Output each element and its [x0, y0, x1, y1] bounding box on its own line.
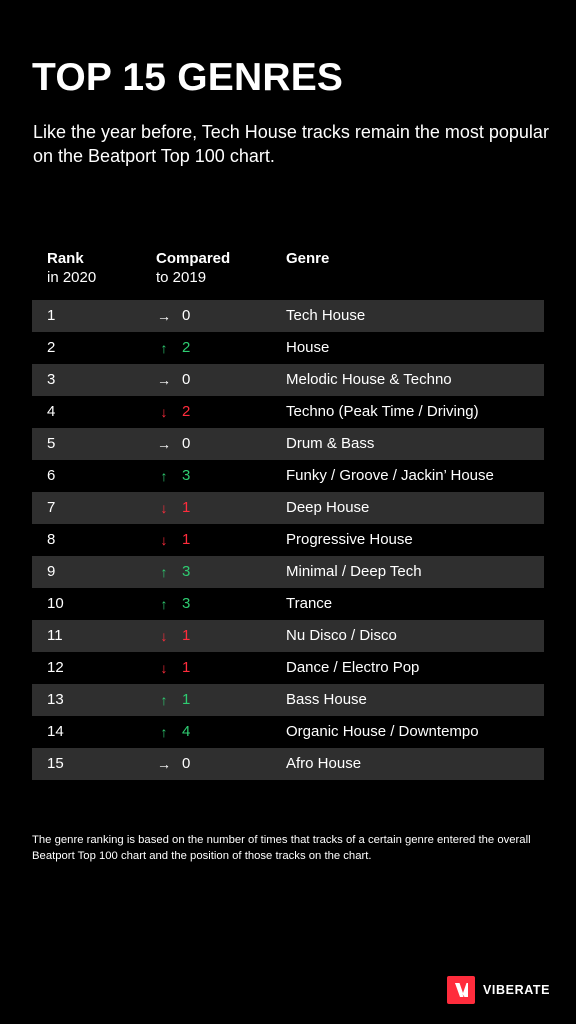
genre-cell: Melodic House & Techno	[286, 371, 452, 388]
arrow-up-icon: ↑	[160, 468, 168, 484]
arrow-down-icon: ↓	[160, 404, 168, 420]
rank-cell: 9	[47, 563, 56, 580]
genre-cell: Progressive House	[286, 531, 413, 548]
change-cell: 1	[182, 531, 191, 548]
arrow-up-icon: ↑	[160, 340, 168, 356]
change-cell: 4	[182, 723, 191, 740]
change-cell: 1	[182, 499, 191, 516]
column-header-compared-line2: to 2019	[156, 269, 207, 286]
rank-cell: 1	[47, 307, 56, 324]
table-row: 14 ↑ 4 Organic House / Downtempo	[32, 716, 544, 748]
change-cell: 0	[182, 371, 191, 388]
rank-cell: 11	[47, 627, 63, 644]
arrow-down-icon: ↓	[160, 500, 168, 516]
table-row: 3 → 0 Melodic House & Techno	[32, 364, 544, 396]
table-row: 13 ↑ 1 Bass House	[32, 684, 544, 716]
rank-cell: 6	[47, 467, 56, 484]
arrow-down-icon: ↓	[160, 660, 168, 676]
genre-cell: Nu Disco / Disco	[286, 627, 397, 644]
rank-cell: 10	[47, 595, 64, 612]
page-title: TOP 15 GENRES	[32, 56, 344, 99]
rank-cell: 15	[47, 755, 64, 772]
table-row: 12 ↓ 1 Dance / Electro Pop	[32, 652, 544, 684]
genre-cell: Dance / Electro Pop	[286, 659, 420, 676]
genre-cell: Minimal / Deep Tech	[286, 563, 422, 580]
column-header-rank-line2: in 2020	[47, 269, 97, 286]
rank-cell: 2	[47, 339, 56, 356]
arrow-up-icon: ↑	[160, 564, 168, 580]
arrow-right-icon: →	[157, 756, 171, 772]
rank-cell: 14	[47, 723, 64, 740]
change-cell: 0	[182, 307, 191, 324]
genre-cell: Funky / Groove / Jackin’ House	[286, 467, 494, 484]
rank-cell: 13	[47, 691, 64, 708]
viberate-logo-mark-icon	[447, 976, 475, 1004]
table-row: 2 ↑ 2 House	[32, 332, 544, 364]
genre-cell: Drum & Bass	[286, 435, 375, 452]
change-cell: 0	[182, 435, 191, 452]
genre-table: 1 → 0 Tech House 2 ↑ 2 House 3 → 0 Melodic House & …	[32, 300, 544, 780]
change-cell: 3	[182, 467, 191, 484]
table-row: 9 ↑ 3 Minimal / Deep Tech	[32, 556, 544, 588]
genre-cell: Afro House	[286, 755, 362, 772]
arrow-down-icon: ↓	[160, 628, 168, 644]
column-header-compared-line1: Compared	[156, 250, 231, 267]
table-row: 1 → 0 Tech House	[32, 300, 544, 332]
rank-cell: 8	[47, 531, 56, 548]
genre-cell: Organic House / Downtempo	[286, 723, 479, 740]
rank-cell: 12	[47, 659, 64, 676]
rank-cell: 5	[47, 435, 56, 452]
rank-cell: 7	[47, 499, 56, 516]
viberate-wordmark: VIBERATE	[483, 983, 551, 997]
change-cell: 2	[182, 339, 191, 356]
arrow-down-icon: ↓	[160, 532, 168, 548]
rank-cell: 3	[47, 371, 56, 388]
column-header-compared: Compared to 2019	[156, 249, 230, 287]
table-row: 6 ↑ 3 Funky / Groove / Jackin’ House	[32, 460, 544, 492]
arrow-right-icon: →	[157, 308, 171, 324]
change-cell: 1	[182, 627, 191, 644]
column-header-genre-line1: Genre	[286, 250, 330, 267]
rank-cell: 4	[47, 403, 56, 420]
change-cell: 1	[182, 691, 191, 708]
page-subtitle: Like the year before, Tech House tracks …	[33, 122, 549, 166]
genre-cell: Trance	[286, 595, 333, 612]
arrow-right-icon: →	[157, 436, 171, 452]
arrow-up-icon: ↑	[160, 692, 168, 708]
change-cell: 2	[182, 403, 191, 420]
column-header-genre: Genre	[286, 249, 329, 268]
change-cell: 3	[182, 563, 191, 580]
change-cell: 1	[182, 659, 191, 676]
genre-cell: Tech House	[286, 307, 366, 324]
column-header-rank-line1: Rank	[47, 250, 84, 267]
arrow-up-icon: ↑	[160, 724, 168, 740]
arrow-right-icon: →	[157, 372, 171, 388]
genre-cell: Deep House	[286, 499, 370, 516]
arrow-up-icon: ↑	[160, 596, 168, 612]
table-row: 5 → 0 Drum & Bass	[32, 428, 544, 460]
table-row: 11 ↓ 1 Nu Disco / Disco	[32, 620, 544, 652]
table-row: 15 → 0 Afro House	[32, 748, 544, 780]
footnote: The genre ranking is based on the number…	[32, 834, 531, 862]
genre-cell: House	[286, 339, 330, 356]
column-header-rank: Rank in 2020	[47, 249, 96, 287]
viberate-logo: VIBERATE	[447, 976, 550, 1004]
table-row: 8 ↓ 1 Progressive House	[32, 524, 544, 556]
table-row: 7 ↓ 1 Deep House	[32, 492, 544, 524]
change-cell: 0	[182, 755, 191, 772]
table-row: 10 ↑ 3 Trance	[32, 588, 544, 620]
table-header: Rank in 2020 Compared to 2019 Genre	[32, 249, 544, 293]
genre-cell: Techno (Peak Time / Driving)	[286, 403, 479, 420]
change-cell: 3	[182, 595, 191, 612]
table-row: 4 ↓ 2 Techno (Peak Time / Driving)	[32, 396, 544, 428]
genre-cell: Bass House	[286, 691, 367, 708]
